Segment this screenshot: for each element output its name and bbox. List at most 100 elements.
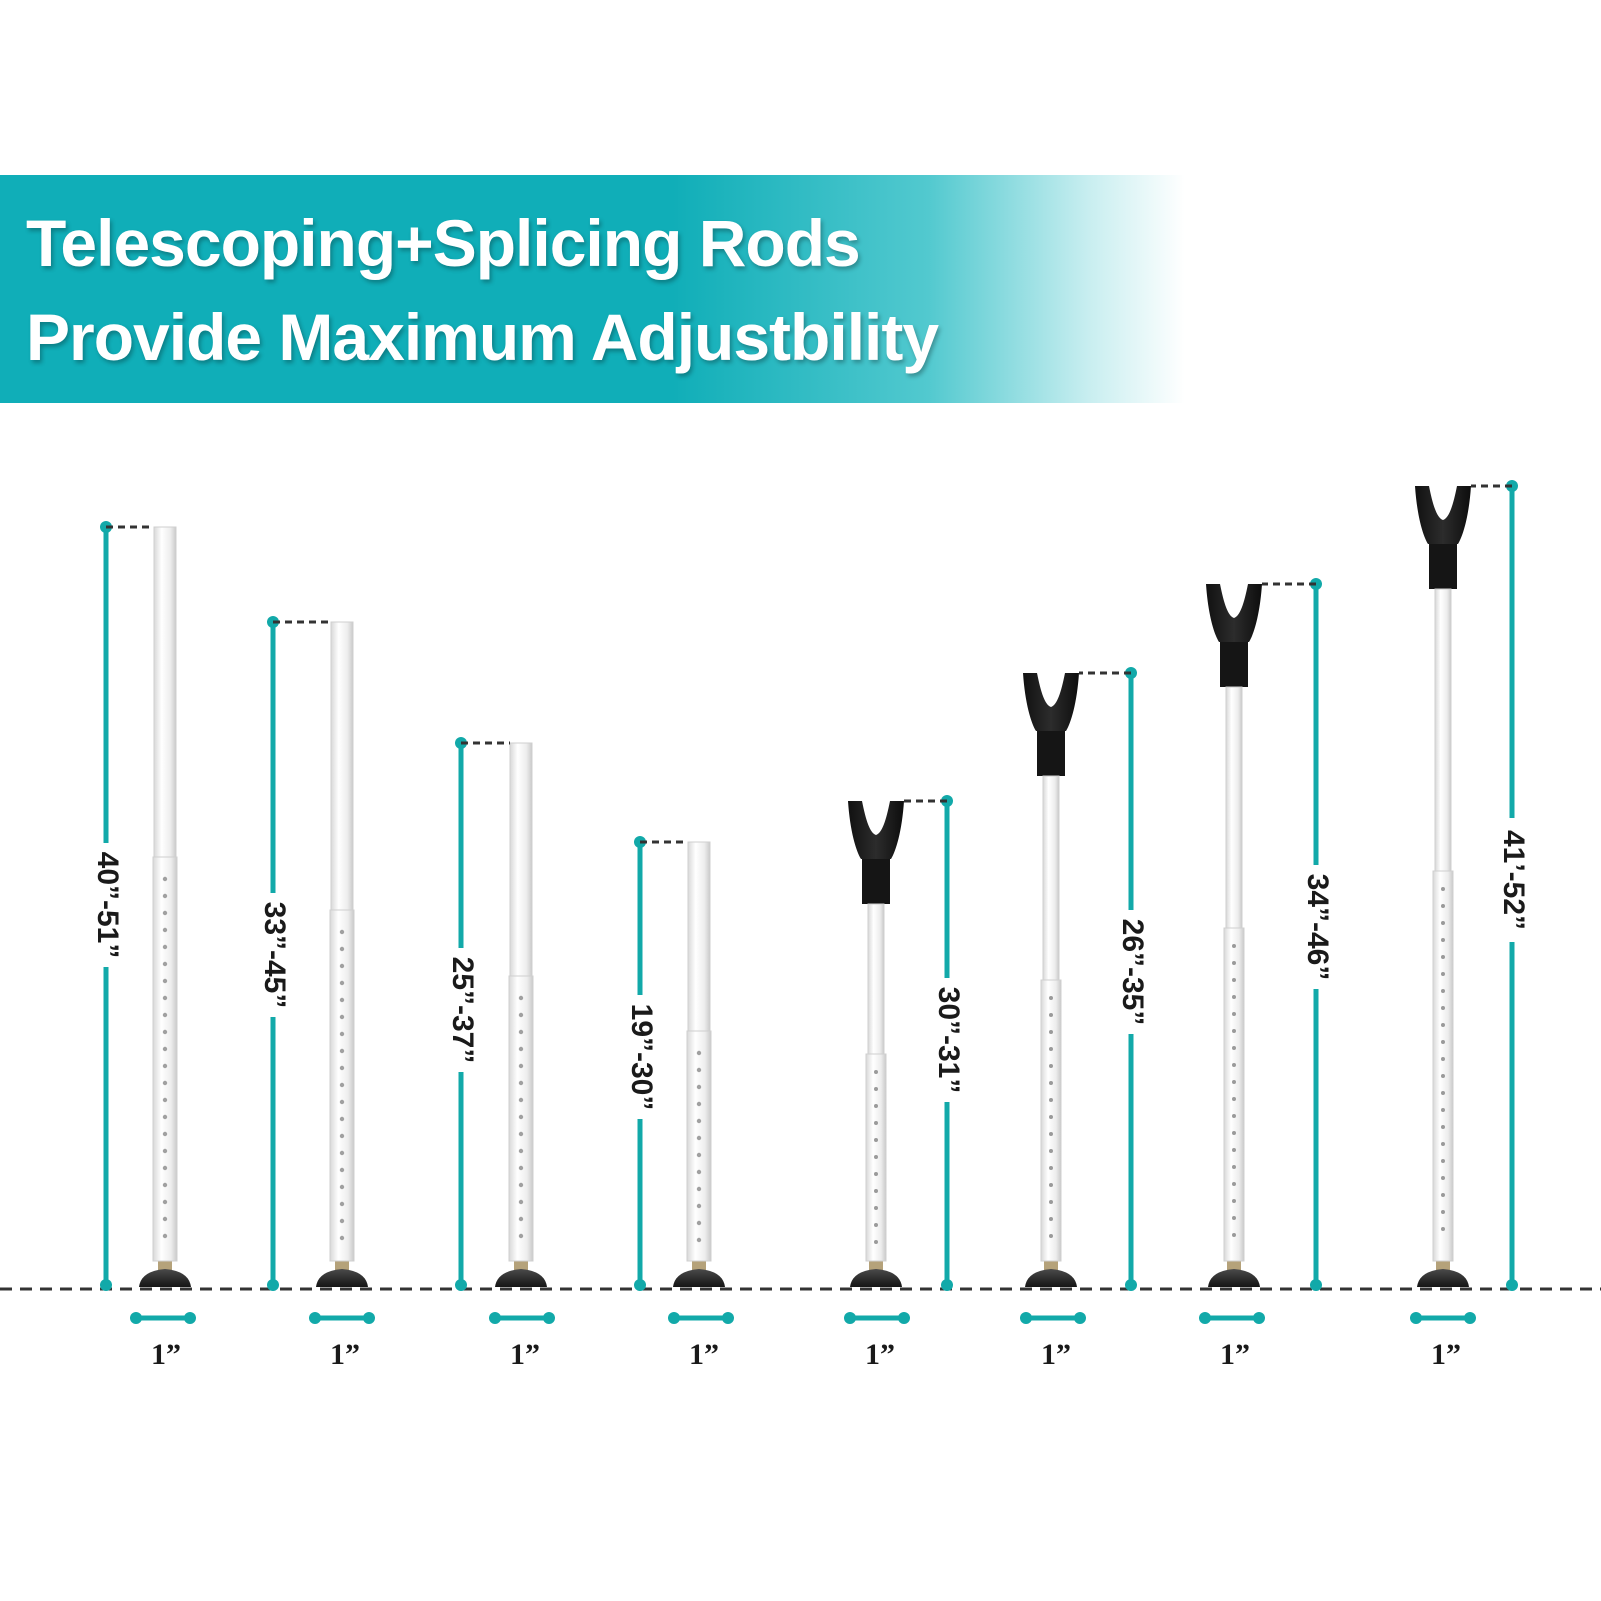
outer-tube bbox=[1432, 870, 1454, 1262]
adjust-hole bbox=[696, 1050, 702, 1056]
adjust-hole bbox=[1049, 1047, 1053, 1051]
rubber-foot bbox=[139, 1269, 191, 1287]
adjust-hole bbox=[696, 1169, 702, 1175]
adjust-hole bbox=[162, 1148, 168, 1154]
adjust-hole bbox=[339, 1167, 345, 1173]
adjust-hole bbox=[1049, 1064, 1053, 1068]
adjust-hole bbox=[1441, 1176, 1445, 1180]
rubber-foot bbox=[1208, 1269, 1260, 1287]
adjust-hole bbox=[518, 1029, 524, 1035]
adjust-hole bbox=[518, 1199, 524, 1205]
height-range-label: 33”-45” bbox=[258, 902, 291, 1009]
height-range-label: 19”-30” bbox=[625, 1004, 658, 1111]
outer-tube bbox=[1223, 927, 1245, 1262]
adjust-hole bbox=[1049, 1030, 1053, 1034]
adjust-hole bbox=[339, 946, 345, 952]
inner-tube bbox=[509, 742, 533, 977]
rod-group: 25”-37” 1” bbox=[446, 737, 555, 1371]
width-dot-right bbox=[1464, 1312, 1476, 1324]
diameter-label: 1” bbox=[1431, 1338, 1461, 1371]
diameter-label: 1” bbox=[689, 1338, 719, 1371]
adjust-hole bbox=[339, 963, 345, 969]
adjust-hole bbox=[162, 1012, 168, 1018]
v-fork-head bbox=[1206, 584, 1262, 642]
adjust-hole bbox=[162, 1097, 168, 1103]
adjust-hole bbox=[339, 1201, 345, 1207]
adjust-hole bbox=[518, 1063, 524, 1069]
headline-line-2: Provide Maximum Adjustbility bbox=[26, 300, 939, 374]
rod-group: 40”-51” 1” bbox=[91, 521, 196, 1371]
adjust-hole bbox=[518, 1012, 524, 1018]
width-dot-left bbox=[309, 1312, 321, 1324]
adjust-hole bbox=[696, 1135, 702, 1141]
width-dot-right bbox=[722, 1312, 734, 1324]
adjust-hole bbox=[874, 1121, 878, 1125]
adjust-hole bbox=[339, 1048, 345, 1054]
v-fork-head bbox=[1415, 486, 1471, 544]
outer-tube bbox=[686, 1030, 712, 1262]
adjust-hole bbox=[874, 1104, 878, 1108]
adjust-hole bbox=[518, 995, 524, 1001]
diameter-label: 1” bbox=[1220, 1338, 1250, 1371]
adjust-hole bbox=[1441, 989, 1445, 993]
adjust-hole bbox=[339, 1218, 345, 1224]
adjust-hole bbox=[1441, 1023, 1445, 1027]
adjust-hole bbox=[874, 1189, 878, 1193]
inner-rod bbox=[867, 903, 885, 1055]
adjust-hole bbox=[162, 978, 168, 984]
adjust-hole bbox=[1232, 995, 1236, 999]
adjust-hole bbox=[1441, 1091, 1445, 1095]
height-dot-bottom bbox=[267, 1279, 279, 1291]
adjust-hole bbox=[874, 1155, 878, 1159]
adjust-hole bbox=[874, 1240, 878, 1244]
adjust-hole bbox=[1441, 1193, 1445, 1197]
adjust-hole bbox=[518, 1216, 524, 1222]
adjust-hole bbox=[1049, 1149, 1053, 1153]
adjust-hole bbox=[339, 997, 345, 1003]
adjust-hole bbox=[1441, 1006, 1445, 1010]
adjust-hole bbox=[1441, 1108, 1445, 1112]
adjust-hole bbox=[1441, 921, 1445, 925]
height-dot-bottom bbox=[634, 1279, 646, 1291]
adjust-hole bbox=[162, 1029, 168, 1035]
adjust-hole bbox=[162, 1182, 168, 1188]
adjust-hole bbox=[1232, 1199, 1236, 1203]
adjust-hole bbox=[162, 893, 168, 899]
adjust-hole bbox=[162, 876, 168, 882]
rod-group: 19”-30” 1” bbox=[625, 836, 734, 1371]
adjust-hole bbox=[162, 961, 168, 967]
adjust-hole bbox=[162, 944, 168, 950]
adjust-hole bbox=[1232, 1080, 1236, 1084]
width-dot-left bbox=[1410, 1312, 1422, 1324]
adjust-hole bbox=[339, 1082, 345, 1088]
adjust-hole bbox=[696, 1101, 702, 1107]
adjust-hole bbox=[162, 1233, 168, 1239]
inner-tube bbox=[330, 621, 354, 911]
fork-collar bbox=[1220, 642, 1248, 687]
width-dot-left bbox=[130, 1312, 142, 1324]
adjust-hole bbox=[162, 1114, 168, 1120]
adjust-hole bbox=[696, 1084, 702, 1090]
width-dot-left bbox=[844, 1312, 856, 1324]
fork-collar bbox=[1429, 544, 1457, 589]
adjust-hole bbox=[518, 1233, 524, 1239]
height-range-label: 40”-51” bbox=[91, 852, 124, 959]
height-range-label: 25”-37” bbox=[446, 957, 479, 1064]
adjust-hole bbox=[339, 929, 345, 935]
width-dot-right bbox=[1074, 1312, 1086, 1324]
adjust-hole bbox=[162, 1046, 168, 1052]
headline-line-1: Telescoping+Splicing Rods bbox=[26, 206, 861, 280]
adjust-hole bbox=[874, 1138, 878, 1142]
height-dot-bottom bbox=[100, 1279, 112, 1291]
width-dot-right bbox=[184, 1312, 196, 1324]
adjust-hole bbox=[1441, 955, 1445, 959]
adjust-hole bbox=[1232, 1131, 1236, 1135]
adjust-hole bbox=[1441, 1040, 1445, 1044]
adjust-hole bbox=[518, 1131, 524, 1137]
fork-collar bbox=[862, 859, 890, 904]
rubber-foot bbox=[495, 1269, 547, 1287]
adjust-hole bbox=[162, 1063, 168, 1069]
adjust-hole bbox=[339, 1099, 345, 1105]
adjust-hole bbox=[1049, 1183, 1053, 1187]
adjust-hole bbox=[1049, 1115, 1053, 1119]
